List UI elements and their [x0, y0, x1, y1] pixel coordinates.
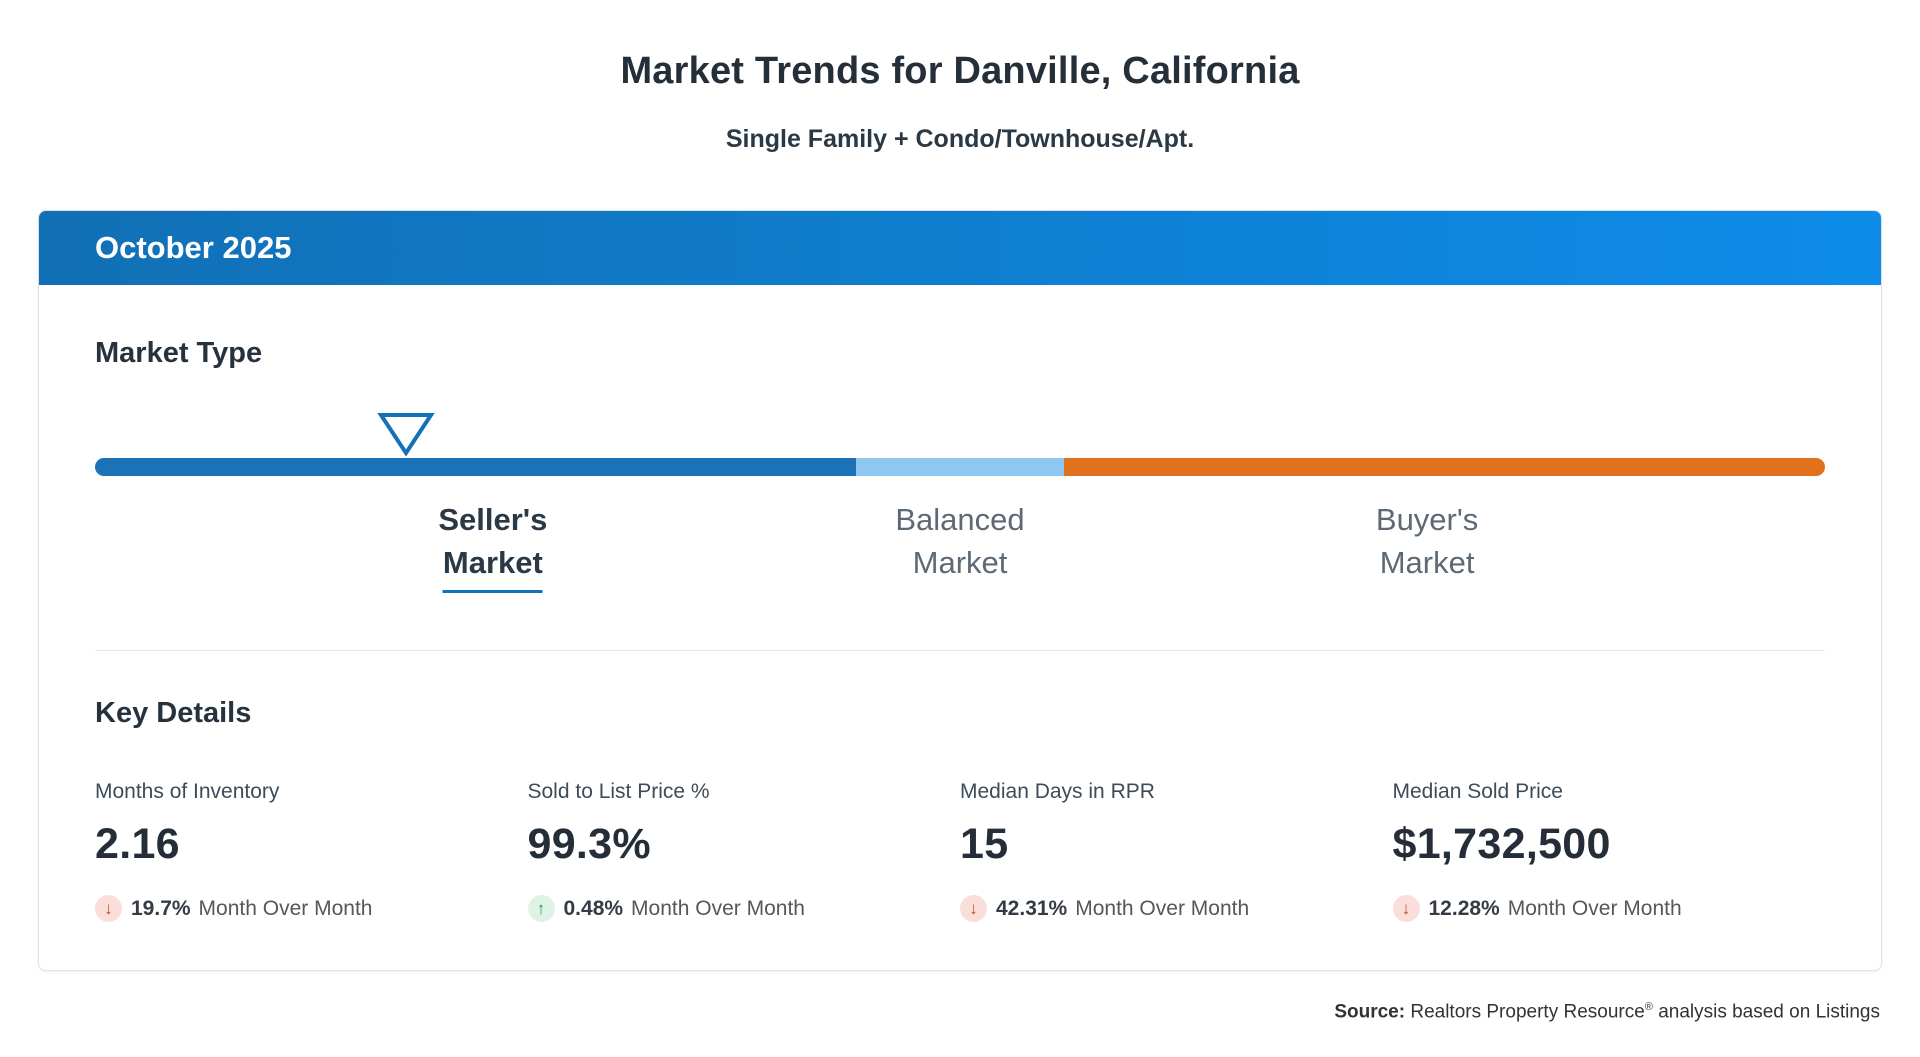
- report-month-label: October 2025: [95, 230, 292, 265]
- market-type-gauge: [95, 413, 1825, 476]
- change-percent: 42.31%: [996, 896, 1068, 920]
- market-trends-card: October 2025 Market Type Seller's: [38, 210, 1882, 971]
- market-trends-page: Market Trends for Danville, California S…: [0, 50, 1920, 1023]
- registered-trademark-icon: ®: [1644, 1001, 1653, 1013]
- metric-value: 15: [960, 820, 1009, 868]
- metric-label: Sold to List Price %: [527, 780, 710, 803]
- change-percent: 12.28%: [1428, 896, 1500, 920]
- market-label-line1: Buyer's: [1375, 502, 1479, 537]
- change-period: Month Over Month: [1507, 896, 1682, 920]
- page-title: Market Trends for Danville, California: [620, 50, 1300, 92]
- change-percent: 0.48%: [563, 896, 624, 920]
- change-direction-icon: ↓: [1392, 895, 1420, 922]
- change-direction-icon: ↑: [527, 895, 555, 922]
- metric-median-days-in-rpr: Median Days in RPR 15 ↓ 42.31% Month Ove…: [960, 780, 1393, 922]
- gauge-segment-balanced: [856, 458, 1064, 476]
- section-divider: [95, 650, 1825, 651]
- gauge-segment-sellers: [95, 458, 857, 476]
- metric-change: ↓ 42.31% Month Over Month: [960, 895, 1393, 922]
- metric-value: $1,732,500: [1392, 820, 1611, 868]
- metric-change: ↓ 19.7% Month Over Month: [95, 895, 528, 922]
- change-period: Month Over Month: [631, 896, 805, 920]
- key-details-metrics: Months of Inventory 2.16 ↓ 19.7% Month O…: [95, 780, 1825, 922]
- source-label: Source:: [1334, 1001, 1406, 1023]
- gauge-indicator: [377, 412, 436, 457]
- change-period: Month Over Month: [198, 896, 373, 920]
- metric-value: 2.16: [95, 820, 180, 868]
- source-suffix: analysis based on Listings: [1658, 1001, 1880, 1023]
- metric-label: Median Days in RPR: [960, 780, 1155, 803]
- page-subtitle: Single Family + Condo/Townhouse/Apt.: [725, 125, 1195, 153]
- metric-change: ↓ 12.28% Month Over Month: [1392, 895, 1826, 922]
- source-attribution: Source: Realtors Property Resource® anal…: [38, 1001, 1880, 1023]
- metric-label: Median Sold Price: [1392, 780, 1563, 803]
- market-label-balanced: Balanced Market: [895, 498, 1024, 585]
- change-direction-icon: ↓: [960, 895, 987, 922]
- gauge-segment-buyers: [1063, 458, 1825, 476]
- market-type-labels: Seller's Market Balanced Market Buyer's …: [95, 498, 1825, 616]
- market-label-line2: Market: [912, 545, 1008, 581]
- metric-months-of-inventory: Months of Inventory 2.16 ↓ 19.7% Month O…: [95, 780, 528, 922]
- market-label-line1: Seller's: [438, 502, 548, 537]
- key-details-heading: Key Details: [95, 697, 252, 729]
- card-header: October 2025: [39, 211, 1881, 285]
- market-label-line1: Balanced: [895, 502, 1025, 537]
- market-type-heading: Market Type: [95, 337, 263, 369]
- triangle-down-icon: [377, 413, 436, 457]
- metric-label: Months of Inventory: [95, 780, 280, 803]
- market-label-sellers: Seller's Market: [438, 498, 547, 593]
- metric-change: ↑ 0.48% Month Over Month: [527, 895, 961, 922]
- metric-value: 99.3%: [527, 820, 651, 868]
- market-label-buyers: Buyer's Market: [1376, 498, 1478, 585]
- change-direction-icon: ↓: [95, 895, 122, 922]
- metric-median-sold-price: Median Sold Price $1,732,500 ↓ 12.28% Mo…: [1392, 780, 1826, 922]
- metric-sold-to-list-price: Sold to List Price % 99.3% ↑ 0.48% Month…: [527, 780, 961, 922]
- gauge-bar: [95, 458, 1825, 476]
- source-name: Realtors Property Resource: [1410, 1001, 1645, 1023]
- change-period: Month Over Month: [1075, 896, 1250, 920]
- market-label-line2: Market: [1379, 545, 1475, 581]
- market-label-line2: Market: [442, 541, 543, 593]
- card-body: Market Type Seller's Market: [39, 285, 1881, 970]
- change-percent: 19.7%: [131, 896, 191, 920]
